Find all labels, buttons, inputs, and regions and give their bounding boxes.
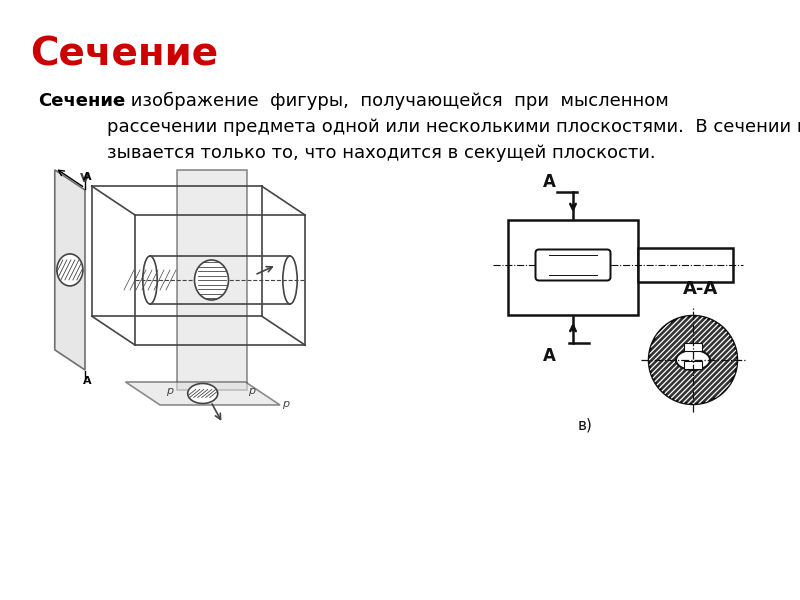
Bar [638,248,733,282]
Text: в): в) [578,418,593,433]
Text: A: A [83,376,92,386]
Text: А: А [543,347,556,365]
Polygon shape [126,382,280,405]
Ellipse shape [143,256,157,304]
Text: -  изображение  фигуры,  получающейся  при  мысленном
рассечении предмета одной : - изображение фигуры, получающейся при м… [107,92,800,161]
Ellipse shape [194,260,229,300]
Text: V: V [80,172,90,185]
Text: p: p [166,386,174,396]
Text: Сечение: Сечение [38,92,126,110]
Ellipse shape [57,254,83,286]
Bar [684,343,702,351]
Bar [508,220,638,315]
Text: A: A [83,172,92,182]
Ellipse shape [188,383,218,403]
FancyBboxPatch shape [535,250,610,280]
Bar [684,361,702,369]
Text: А: А [543,173,556,191]
Text: Сечение: Сечение [30,35,218,73]
Text: А-А: А-А [683,280,718,298]
Polygon shape [177,170,246,390]
Polygon shape [54,170,85,370]
Text: p: p [249,386,256,396]
Text: p: p [282,399,289,409]
Ellipse shape [283,256,298,304]
Circle shape [649,316,737,404]
Ellipse shape [676,350,710,370]
